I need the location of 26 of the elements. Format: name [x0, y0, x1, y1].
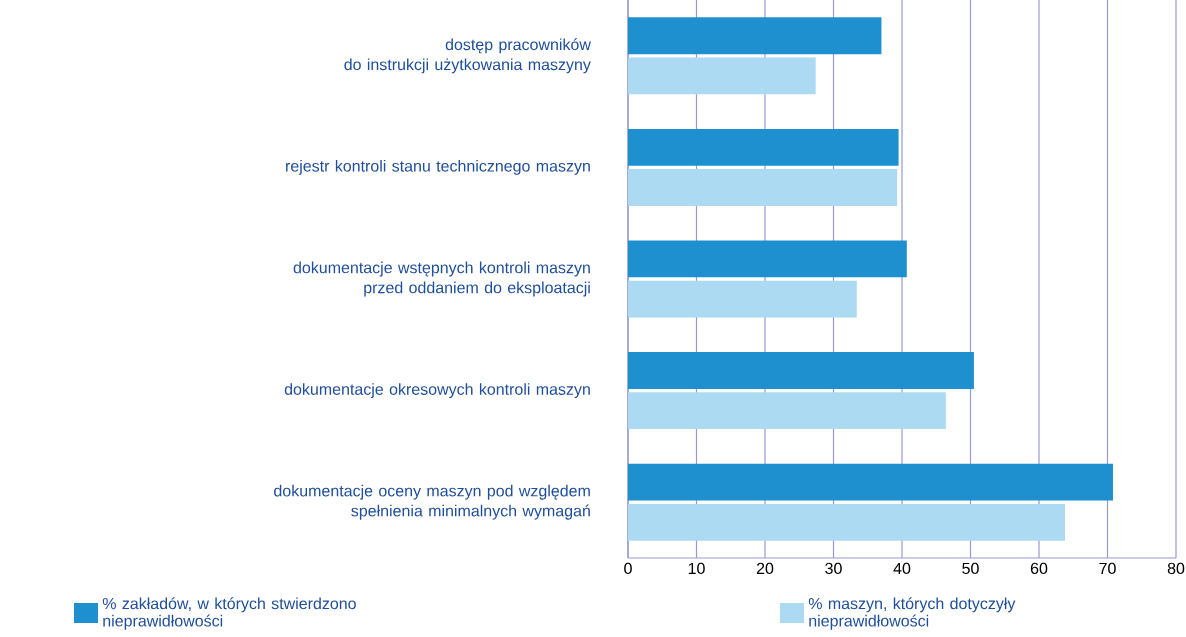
y-tick-label: dokumentacje okresowych kontroli maszyn: [284, 383, 590, 399]
x-tick-label: 0: [624, 562, 632, 575]
bar: [628, 57, 816, 95]
legend-label: % maszyn, których dotyczyły nieprawidłowości: [808, 597, 1016, 630]
x-tick-label: 10: [688, 562, 705, 575]
y-tick-label: rejestr kontroli stanu technicznego maszyn: [286, 159, 590, 175]
x-tick-label: 70: [1099, 562, 1116, 575]
x-tick-label: 40: [893, 562, 911, 575]
x-tick-label: 80: [1167, 562, 1185, 575]
x-tick-label: 50: [962, 562, 979, 575]
bar: [628, 352, 974, 389]
bar: [628, 392, 946, 430]
bar: [628, 17, 882, 55]
bar: [628, 463, 1113, 501]
y-tick-label: dokumentacje wstępnych kontroli maszyn przed oddaniem do eksploatacji: [293, 261, 590, 297]
bar: [628, 169, 898, 206]
bar: [628, 128, 899, 166]
legend-label: % zakładów, w których stwierdzono nieprawidłowości: [102, 597, 356, 630]
bar: [628, 503, 1066, 541]
bar: [628, 240, 907, 278]
bar: [628, 280, 857, 318]
x-tick-label: 60: [1030, 562, 1048, 575]
x-tick-label: 20: [756, 562, 774, 575]
x-tick-label: 30: [825, 562, 842, 575]
y-tick-label: dostęp pracowników do instrukcji użytkowania maszyny: [344, 38, 591, 74]
y-tick-label: dokumentacje oceny maszyn pod względem spełnienia minimalnych wymagań: [274, 484, 590, 520]
